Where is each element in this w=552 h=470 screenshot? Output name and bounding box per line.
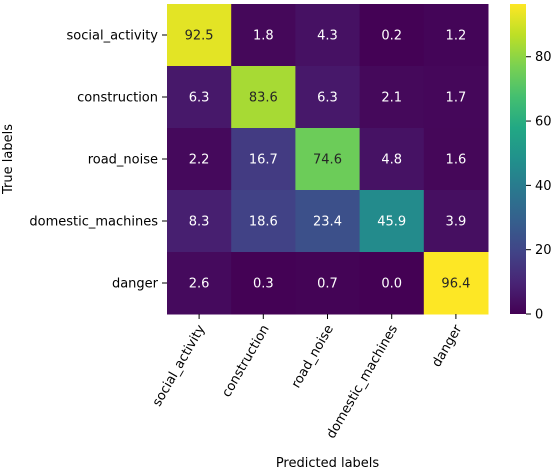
y-tick-label: domestic_machines bbox=[29, 215, 158, 230]
x-tick-label: construction bbox=[219, 323, 272, 401]
heatmap-cell bbox=[423, 190, 489, 253]
x-axis-label: Predicted labels bbox=[276, 456, 380, 470]
colorbar-tick-label: 0 bbox=[535, 308, 543, 323]
cell-value-label: 18.6 bbox=[249, 215, 278, 230]
heatmap-cell bbox=[423, 128, 489, 191]
cell-value-label: 2.6 bbox=[189, 277, 210, 292]
cell-value-label: 0.3 bbox=[253, 277, 274, 292]
heatmap-cell bbox=[359, 66, 425, 129]
heatmap-cell bbox=[167, 4, 232, 67]
cell-value-label: 4.3 bbox=[317, 29, 338, 44]
cell-value-label: 2.1 bbox=[381, 91, 402, 106]
cell-value-label: 6.3 bbox=[189, 91, 210, 106]
heatmap-cell-labels: 92.5 1.8 4.3 0.2 1.2 6.3 83.6 6.3 2.1 1.7 2.2 16.7 7… bbox=[185, 29, 471, 292]
cell-value-label: 1.8 bbox=[253, 29, 274, 44]
heatmap-cell bbox=[231, 66, 296, 129]
colorbar-gradient bbox=[510, 4, 526, 314]
y-tick-label: road_noise bbox=[88, 153, 158, 168]
x-tick-label: danger bbox=[429, 322, 465, 370]
y-tick-label: social_activity bbox=[67, 29, 159, 44]
cell-value-label: 0.0 bbox=[381, 277, 402, 292]
cell-value-label: 0.7 bbox=[317, 277, 338, 292]
cell-value-label: 0.2 bbox=[381, 29, 402, 44]
cell-value-label: 45.9 bbox=[377, 215, 406, 230]
cell-value-label: 1.2 bbox=[446, 29, 467, 44]
y-axis-ticks: social_activity construction road_noisedom… bbox=[29, 29, 167, 292]
heatmap-cell bbox=[359, 128, 425, 191]
heatmap-cell bbox=[167, 66, 232, 129]
cell-value-label: 3.9 bbox=[446, 215, 467, 230]
heatmap-cell bbox=[359, 190, 425, 253]
heatmap-cells bbox=[167, 4, 489, 315]
heatmap-cell bbox=[423, 4, 489, 67]
x-axis-ticks: social_activity construction road_noisedom… bbox=[150, 314, 466, 441]
heatmap-cell bbox=[167, 252, 232, 315]
heatmap-cell bbox=[231, 128, 296, 191]
x-tick-label: domestic_machines bbox=[324, 322, 401, 441]
cell-value-label: 83.6 bbox=[249, 91, 278, 106]
heatmap-cell bbox=[423, 66, 489, 129]
heatmap-cell bbox=[423, 252, 489, 315]
cell-value-label: 23.4 bbox=[313, 215, 342, 230]
colorbar-tick-label: 20 bbox=[535, 243, 552, 258]
heatmap-cell bbox=[295, 128, 361, 191]
cell-value-label: 74.6 bbox=[313, 153, 342, 168]
heatmap-cell bbox=[167, 128, 232, 191]
cell-value-label: 96.4 bbox=[441, 277, 470, 292]
heatmap-cell bbox=[295, 252, 361, 315]
heatmap-cell bbox=[231, 4, 296, 67]
colorbar-tick-label: 40 bbox=[535, 179, 552, 194]
heatmap-cell bbox=[359, 252, 425, 315]
cell-value-label: 16.7 bbox=[249, 153, 278, 168]
x-tick-label: social_activity bbox=[150, 322, 209, 409]
cell-value-label: 6.3 bbox=[317, 91, 338, 106]
heatmap-cell bbox=[295, 66, 361, 129]
cell-value-label: 92.5 bbox=[185, 29, 214, 44]
cell-value-label: 1.7 bbox=[446, 91, 467, 106]
cell-value-label: 8.3 bbox=[189, 215, 210, 230]
cell-value-label: 1.6 bbox=[446, 153, 467, 168]
heatmap-cell bbox=[231, 190, 296, 253]
y-tick-label: construction bbox=[77, 91, 158, 106]
cell-value-label: 4.8 bbox=[381, 153, 402, 168]
heatmap-cell bbox=[295, 190, 361, 253]
heatmap-cell bbox=[295, 4, 361, 67]
colorbar-tick-label: 60 bbox=[535, 115, 552, 130]
cell-value-label: 2.2 bbox=[189, 153, 210, 168]
y-tick-label: danger bbox=[112, 277, 159, 292]
colorbar-tick-label: 80 bbox=[535, 50, 552, 65]
colorbar: 0 20 40 60 80 bbox=[510, 4, 552, 323]
x-tick-label: road_noise bbox=[289, 323, 337, 391]
colorbar-ticks: 0 20 40 60 80 bbox=[526, 50, 552, 323]
heatmap-cell bbox=[231, 252, 296, 315]
heatmap-cell bbox=[359, 4, 425, 67]
heatmap-cell bbox=[167, 190, 232, 253]
y-axis-label: True labels bbox=[1, 124, 16, 195]
